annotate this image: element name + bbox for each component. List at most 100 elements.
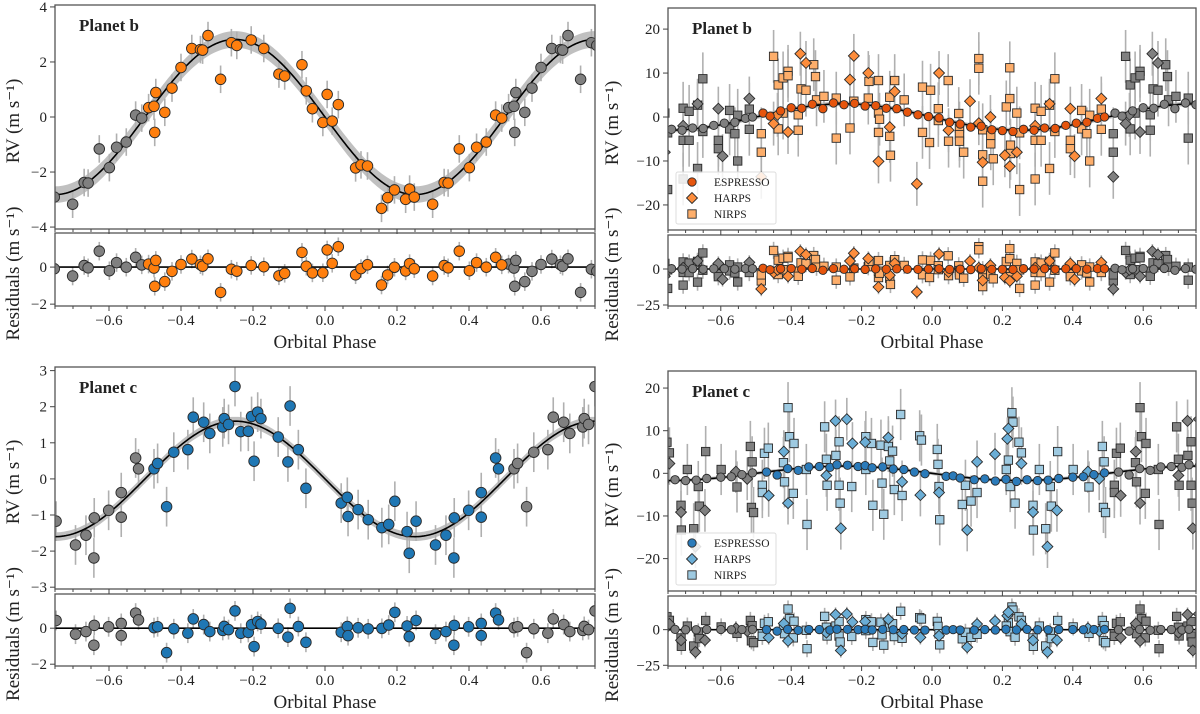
- wrapped-residual-point: [709, 264, 719, 274]
- data-point: [1071, 118, 1081, 128]
- residual-point: [410, 614, 422, 627]
- data-point: [1030, 174, 1040, 184]
- data-point: [845, 123, 855, 133]
- wrapped-data-point: [1108, 147, 1118, 157]
- data-point: [1005, 140, 1016, 150]
- residual-point: [1018, 264, 1029, 274]
- residual-point: [1026, 634, 1040, 647]
- data-point: [913, 110, 923, 120]
- wrapped-residual-point: [55, 614, 62, 627]
- data-point: [1010, 498, 1020, 508]
- residual-point: [1082, 264, 1092, 274]
- y-tick-label: 0: [653, 110, 661, 126]
- data-point: [1061, 120, 1071, 131]
- residual-point: [426, 270, 439, 282]
- data-point: [168, 446, 180, 458]
- wrapped-data-point: [677, 125, 687, 135]
- y-tick-label: −20: [637, 552, 660, 568]
- residual-point: [214, 286, 227, 299]
- wrapped-residual-point: [678, 280, 688, 290]
- residual-point: [843, 254, 857, 268]
- data-point: [1036, 135, 1046, 145]
- wrapped-data-point: [680, 475, 691, 486]
- wrapped-data-point: [1186, 437, 1196, 447]
- wrapped-residual-point: [1135, 624, 1145, 635]
- residual-point: [961, 641, 974, 654]
- wrapped-residual-point: [102, 621, 115, 633]
- legend-label-harps: HARPS: [714, 193, 751, 205]
- residual-point: [862, 252, 875, 265]
- residual-point: [892, 264, 902, 274]
- wrapped-data-point: [744, 124, 754, 134]
- data-point: [793, 465, 803, 475]
- data-point: [1036, 106, 1046, 116]
- wrapped-data-point: [716, 472, 726, 482]
- residual-point: [793, 625, 803, 635]
- wrapped-data-point: [1138, 103, 1148, 113]
- data-point: [381, 191, 394, 204]
- residual-point: [835, 637, 845, 647]
- wrapped-residual-point: [82, 262, 94, 274]
- x-tick-label: −0.2: [239, 313, 266, 329]
- residual-point: [1029, 264, 1039, 274]
- data-point: [943, 136, 954, 146]
- wrapped-residual-point: [674, 634, 688, 647]
- data-point: [1082, 129, 1092, 139]
- wrapped-residual-point: [582, 623, 595, 636]
- data-point: [362, 513, 374, 526]
- y-tick-label: −10: [637, 509, 660, 525]
- x-tick-label: −0.4: [167, 313, 195, 329]
- data-point: [306, 102, 319, 115]
- residual-point: [1100, 638, 1111, 648]
- data-point: [935, 515, 945, 525]
- data-point: [1039, 123, 1050, 133]
- wrapped-residual-point: [1149, 264, 1159, 274]
- data-point: [1097, 441, 1108, 452]
- wrapped-residual-point: [574, 286, 587, 299]
- wrapped-data-point: [1108, 129, 1118, 139]
- data-point: [831, 450, 841, 461]
- data-point: [775, 106, 786, 116]
- data-point: [890, 75, 900, 86]
- data-point: [768, 51, 779, 62]
- data-point: [1099, 468, 1110, 478]
- data-point: [859, 436, 872, 449]
- panel-1: −0.6 −0.4 −0.2 0.0 0.2 0.4 0.6 −4 −2 0 2 4 −2 0 Orbita…: [3, 0, 596, 353]
- wrapped-data-point: [1171, 91, 1181, 102]
- data-point: [974, 63, 984, 73]
- residual-point: [882, 613, 895, 626]
- wrapped-residual-point: [1156, 624, 1166, 635]
- wrapped-data-point: [80, 529, 92, 541]
- residual-point: [342, 629, 354, 642]
- residual-point: [448, 619, 460, 632]
- residual-point: [326, 257, 338, 270]
- wrapped-data-point: [691, 475, 701, 485]
- legend-label-nirps: NIRPS: [714, 209, 747, 221]
- wrapped-data-point: [1186, 480, 1196, 490]
- x-tick-label: 0.6: [1134, 313, 1153, 329]
- data-point: [847, 49, 860, 63]
- data-point: [899, 95, 909, 105]
- data-point: [888, 464, 898, 474]
- data-point: [897, 490, 907, 501]
- data-point: [917, 127, 928, 138]
- residual-y-axis-label: Residuals (m s⁻¹): [602, 208, 623, 342]
- data-point: [1065, 144, 1075, 154]
- wrapped-residual-point: [542, 627, 554, 639]
- wrapped-residual-point: [1120, 245, 1131, 256]
- wrapped-data-point: [687, 123, 698, 133]
- x-tick-label: 0.0: [923, 313, 942, 329]
- wrapped-data-point: [535, 61, 547, 74]
- data-point: [166, 82, 178, 94]
- wrapped-residual-point: [1124, 626, 1134, 636]
- wrapped-residual-point: [733, 277, 743, 287]
- data-point: [998, 149, 1011, 162]
- wrapped-data-point: [743, 92, 756, 105]
- x-tick-label: 0.4: [460, 673, 479, 689]
- data-point: [1016, 448, 1027, 458]
- data-point: [1084, 482, 1094, 492]
- wrapped-data-point: [1120, 51, 1131, 62]
- residual-point: [807, 263, 817, 274]
- data-point: [783, 71, 793, 81]
- residual-point: [159, 275, 171, 288]
